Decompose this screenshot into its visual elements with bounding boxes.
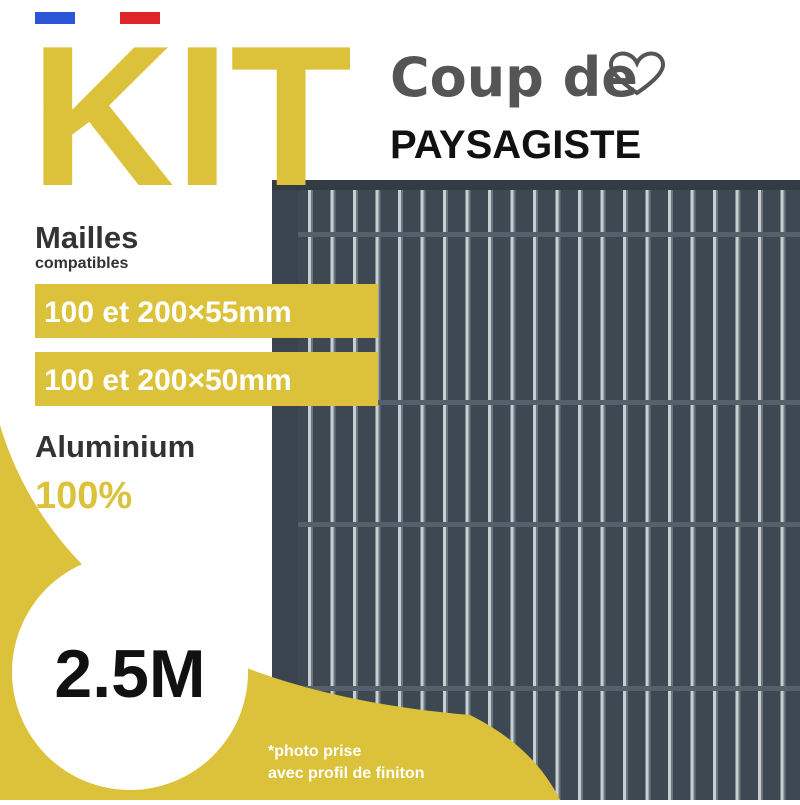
fence-panel: [272, 180, 800, 800]
heart-icon: [609, 51, 665, 96]
mesh-title: Mailles: [35, 220, 138, 255]
material: Aluminium: [35, 429, 195, 464]
subtitle: PAYSAGISTE: [390, 123, 641, 167]
footnote: *photo prise: [268, 743, 361, 760]
mesh-box: [35, 284, 378, 338]
badge-label: 2.5M: [54, 636, 205, 712]
mesh-option: 100 et 200×55mm: [44, 296, 292, 329]
mesh-box: [35, 352, 378, 406]
brand: KIT: [30, 5, 352, 228]
tagline: Coup de: [390, 46, 638, 109]
flag-blue: [35, 12, 75, 24]
mesh-subtitle: compatibles: [35, 255, 128, 272]
flag-red: [120, 12, 160, 24]
badge-circle: [12, 554, 248, 790]
footnote: avec profil de finiton: [268, 765, 424, 782]
material-share: 100%: [35, 475, 132, 517]
mesh-option: 100 et 200×50mm: [44, 364, 292, 397]
